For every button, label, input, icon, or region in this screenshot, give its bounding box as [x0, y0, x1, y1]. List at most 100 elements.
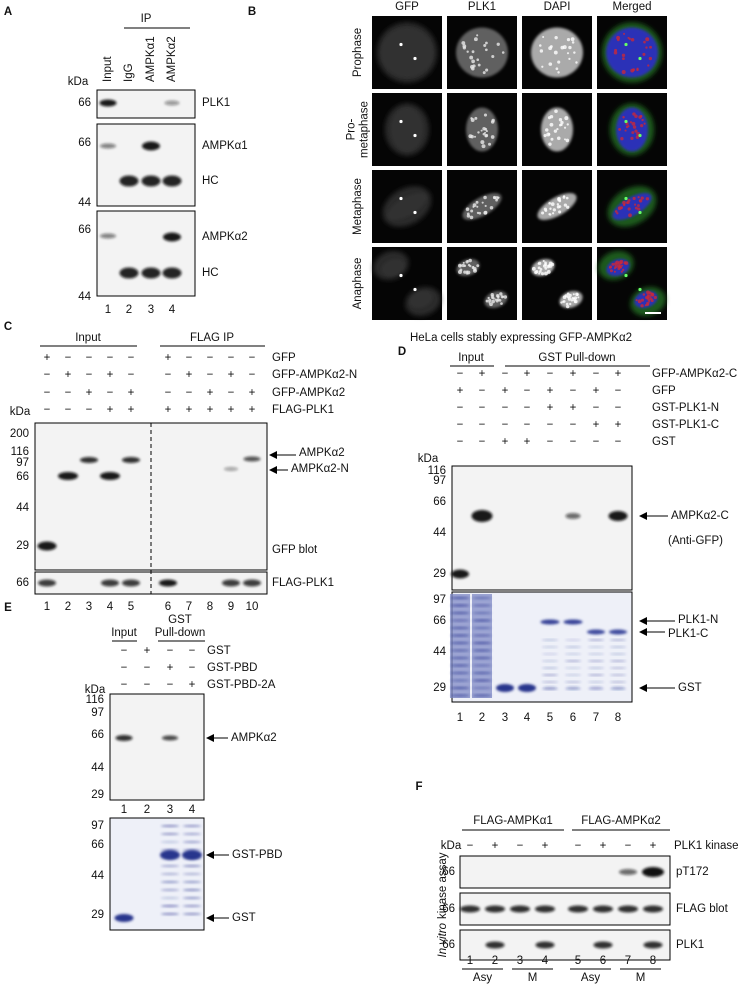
sign: + [207, 387, 214, 399]
row-label: Metaphase [352, 178, 364, 235]
speckle [473, 37, 478, 42]
speckle [553, 50, 558, 55]
speckle [622, 57, 625, 61]
speckle [468, 134, 473, 139]
band [161, 880, 179, 884]
speckle [489, 302, 493, 307]
lane-number: 2 [126, 304, 132, 316]
sign: − [502, 402, 509, 414]
speckle [562, 295, 567, 300]
speckle [462, 261, 465, 264]
speckle [542, 36, 545, 39]
sign: + [615, 368, 622, 380]
band [450, 649, 470, 652]
speckle [637, 207, 641, 211]
centrosome [638, 56, 642, 61]
sign: + [593, 419, 600, 431]
band [472, 641, 492, 645]
speckle [566, 205, 570, 209]
speckle [558, 210, 562, 214]
band [80, 457, 98, 463]
speckle [491, 54, 495, 59]
sign: − [228, 387, 235, 399]
band [542, 660, 558, 662]
speckle [472, 64, 476, 68]
sign: − [479, 419, 486, 431]
nucleus [387, 193, 427, 220]
band [472, 649, 492, 652]
marker-label: 66 [442, 866, 455, 878]
band [535, 941, 555, 949]
band [588, 646, 604, 648]
band [643, 941, 663, 949]
speckle [627, 207, 631, 211]
sign: − [570, 385, 577, 397]
group-label: Input [111, 627, 137, 639]
row-label: metaphase [359, 101, 371, 158]
speckle [503, 295, 508, 299]
band [450, 634, 470, 637]
marker-label: 66 [78, 137, 91, 149]
sign: − [128, 369, 135, 381]
speckle [570, 299, 574, 302]
band-label: PLK1-C [668, 628, 708, 640]
speckle [548, 62, 553, 66]
sign: − [615, 402, 622, 414]
lane-number: 3 [502, 712, 508, 724]
sign: − [189, 662, 196, 674]
speckle [632, 125, 637, 129]
column-label: Merged [613, 1, 652, 13]
sign: − [502, 419, 509, 431]
speckle [569, 302, 572, 306]
band [183, 832, 201, 836]
speckle [613, 50, 618, 55]
band [566, 686, 580, 690]
band-label: GST [678, 682, 702, 694]
band [611, 686, 625, 690]
nucleus [456, 27, 508, 78]
band [565, 653, 581, 655]
speckle [476, 264, 480, 268]
speckle [469, 55, 474, 60]
marker-label: 66 [433, 496, 446, 508]
lane-number: 7 [625, 955, 631, 967]
phase-label: Asy [473, 972, 492, 984]
speckle [648, 291, 652, 295]
speckle [635, 135, 640, 139]
marker-label: 97 [433, 594, 446, 606]
marker-label: 29 [91, 789, 104, 801]
band [450, 619, 470, 622]
speckle [539, 49, 544, 53]
band [183, 880, 201, 884]
lane-number: 3 [86, 601, 92, 613]
lane-number: 5 [128, 601, 134, 613]
speckle [465, 260, 469, 264]
band [565, 513, 581, 519]
speckle [554, 35, 558, 40]
lane-number: 2 [479, 712, 485, 724]
speckle [497, 196, 500, 199]
speckle [548, 202, 551, 205]
band [161, 832, 179, 836]
lane-number: 7 [593, 712, 599, 724]
nucleus [381, 258, 405, 277]
sign: − [249, 369, 256, 381]
speckle [638, 199, 643, 203]
band [450, 664, 470, 667]
speckle [621, 264, 624, 267]
speckle [634, 129, 638, 133]
sign: + [570, 368, 577, 380]
speckle [548, 142, 552, 146]
speckle [481, 201, 484, 204]
band [565, 667, 581, 669]
speckle [476, 34, 479, 37]
sign: − [228, 352, 235, 364]
speckle [566, 52, 570, 55]
band [160, 850, 180, 860]
speckle [465, 207, 470, 211]
speckle [471, 59, 475, 64]
group-label: FLAG-AMPKα2 [581, 815, 661, 827]
band [450, 641, 470, 645]
speckle [487, 296, 490, 300]
